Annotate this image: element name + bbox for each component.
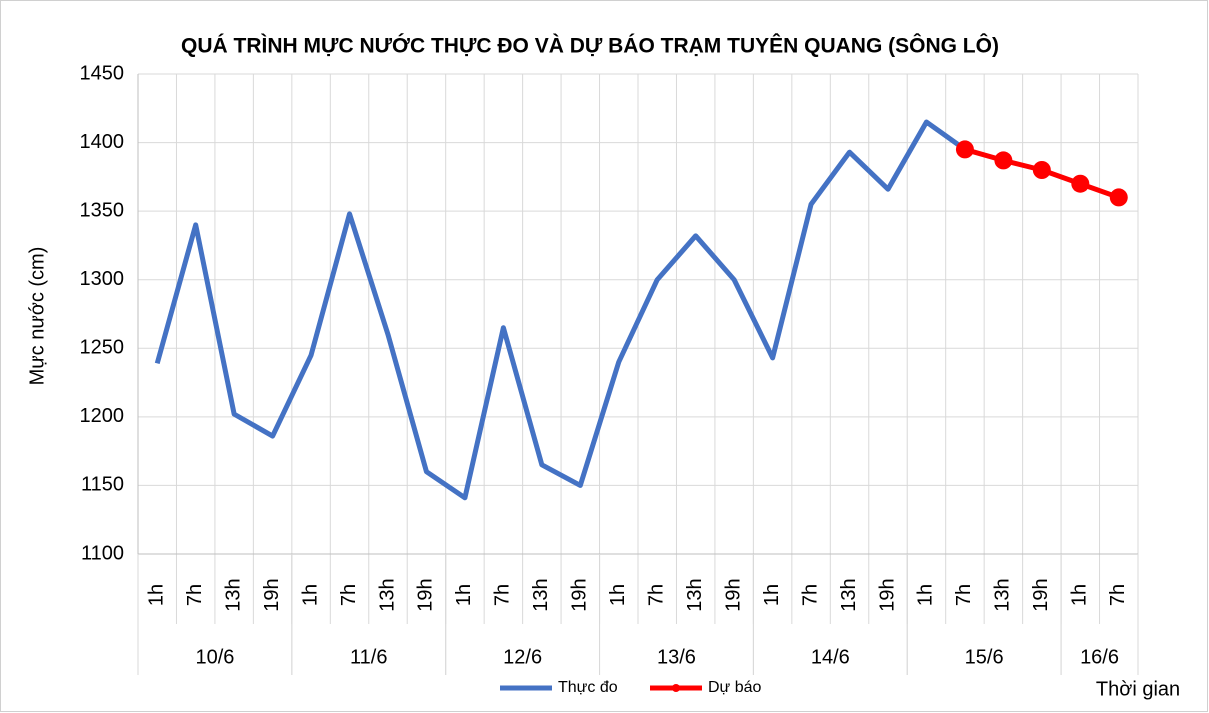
y-tick-label: 1200 bbox=[80, 405, 125, 427]
y-tick-label: 1400 bbox=[80, 131, 125, 153]
x-tick-label: 19h bbox=[261, 578, 283, 611]
x-tick-label: 1h bbox=[1069, 584, 1091, 606]
x-tick-label: 7h bbox=[953, 584, 975, 606]
x-tick-label: 1h bbox=[453, 584, 475, 606]
point bbox=[1071, 174, 1090, 193]
group-label: 10/6 bbox=[195, 646, 234, 668]
legend-label: Dự báo bbox=[708, 679, 762, 696]
x-tick-label: 19h bbox=[722, 578, 744, 611]
x-axis-label: Thời gian bbox=[1096, 678, 1180, 700]
series-line bbox=[154, 119, 967, 501]
group-label: 11/6 bbox=[350, 646, 387, 668]
group-label: 16/6 bbox=[1080, 646, 1119, 668]
x-tick-label: 1h bbox=[299, 584, 321, 606]
x-tick-label: 7h bbox=[1107, 584, 1129, 606]
chart-title: QUÁ TRÌNH MỰC NƯỚC THỰC ĐO VÀ DỰ BÁO TRẠ… bbox=[181, 34, 999, 58]
x-tick-label: 19h bbox=[1030, 578, 1052, 611]
point bbox=[1109, 188, 1128, 207]
group-label: 14/6 bbox=[811, 646, 850, 668]
group-label: 13/6 bbox=[657, 646, 696, 668]
x-tick-label: 13h bbox=[530, 578, 552, 611]
y-tick-label: 1300 bbox=[80, 268, 125, 290]
x-tick-label: 19h bbox=[415, 578, 437, 611]
y-tick-label: 1350 bbox=[80, 199, 125, 221]
y-axis-label: Mực nước (cm) bbox=[26, 247, 48, 386]
x-tick-label: 7h bbox=[799, 584, 821, 606]
y-tick-label: 1150 bbox=[81, 474, 124, 496]
x-tick-label: 1h bbox=[915, 584, 937, 606]
x-tick-label: 19h bbox=[569, 578, 591, 611]
x-tick-label: 1h bbox=[761, 584, 783, 606]
x-tick-label: 1h bbox=[607, 584, 629, 606]
y-tick-label: 1250 bbox=[80, 337, 125, 359]
legend-label: Thực đo bbox=[558, 679, 618, 696]
y-tick-label: 1100 bbox=[81, 542, 124, 564]
point bbox=[955, 140, 974, 159]
group-label: 12/6 bbox=[503, 646, 542, 668]
x-tick-label: 7h bbox=[646, 584, 668, 606]
x-tick-label: 13h bbox=[222, 578, 244, 611]
x-tick-label: 1h bbox=[146, 584, 168, 606]
point bbox=[1032, 161, 1051, 179]
x-tick-label: 13h bbox=[376, 578, 398, 611]
legend-marker bbox=[672, 684, 680, 692]
x-tick-label: 7h bbox=[184, 584, 206, 606]
x-tick-label: 19h bbox=[876, 578, 898, 611]
y-tick-label: 1450 bbox=[80, 62, 125, 84]
group-label: 15/6 bbox=[965, 646, 1004, 668]
x-tick-label: 13h bbox=[992, 578, 1014, 611]
x-tick-label: 13h bbox=[684, 578, 706, 611]
x-tick-label: 7h bbox=[492, 584, 514, 606]
x-tick-label: 7h bbox=[338, 584, 360, 606]
x-tick-label: 13h bbox=[838, 578, 860, 611]
point bbox=[994, 151, 1013, 170]
